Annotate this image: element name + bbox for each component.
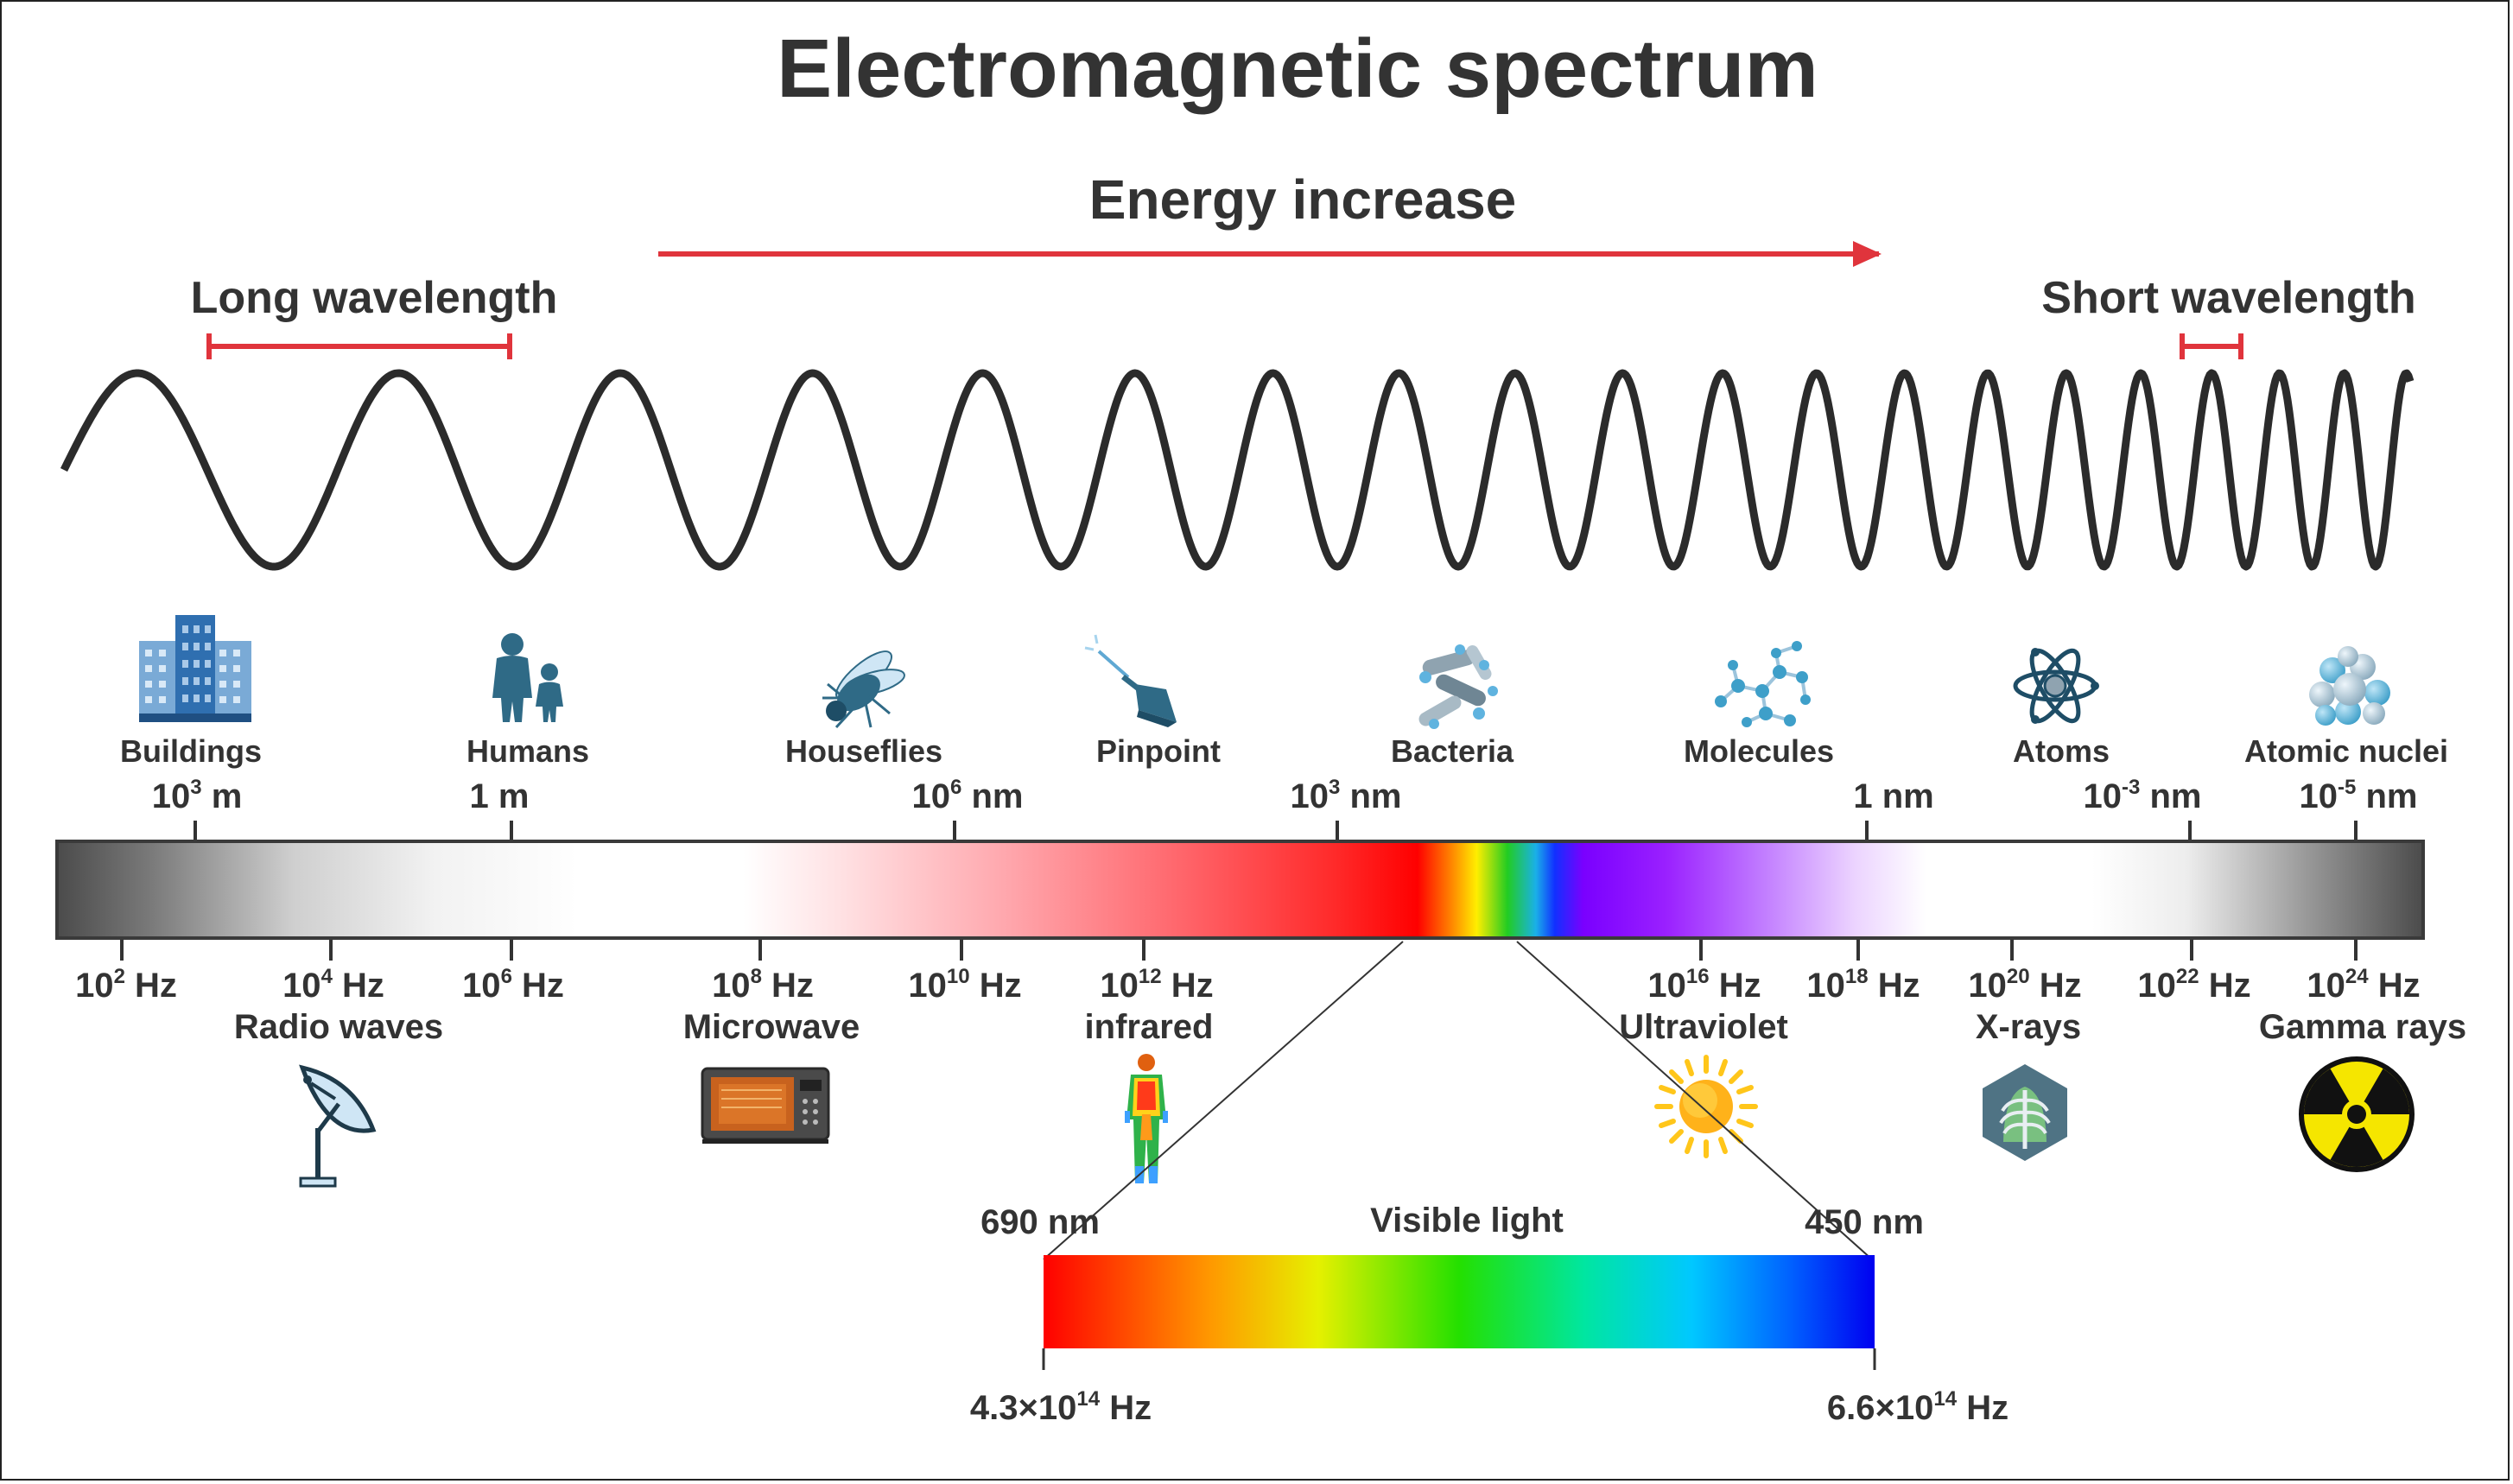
visible-right-wavelength: 450 nm xyxy=(1805,1203,1924,1241)
visible-spectrum-bar xyxy=(1044,1255,1875,1348)
band-label-gamma: Gamma rays xyxy=(2259,1008,2466,1046)
molecule-icon xyxy=(1715,641,1811,727)
page-title: Electromagnetic spectrum xyxy=(777,22,1818,115)
wavelength-label: 103 nm xyxy=(1291,776,1402,815)
frequency-label: 106 Hz xyxy=(462,965,564,1005)
long-wavelength-label: Long wavelength xyxy=(191,273,558,323)
satellite-dish-icon xyxy=(299,1064,377,1188)
zoom-line-left xyxy=(1043,941,1404,1260)
band-label-microwave: Microwave xyxy=(683,1008,860,1046)
humans-icon xyxy=(492,633,563,722)
band-label-radio: Radio waves xyxy=(234,1008,443,1046)
nucleus-icon xyxy=(2309,646,2390,726)
visible-left-frequency: 4.3×1014 Hz xyxy=(970,1387,1152,1427)
band-label-ultraviolet: Ultraviolet xyxy=(1619,1008,1788,1046)
wavelength-label: 1 nm xyxy=(1853,777,1933,815)
zoom-line-right xyxy=(1516,941,1873,1260)
frequency-label: 1012 Hz xyxy=(1100,965,1213,1005)
wavelength-ticks xyxy=(194,821,2358,841)
buildings-icon xyxy=(139,615,251,722)
bacteria-icon xyxy=(1418,644,1498,729)
wavelength-label: 10-3 nm xyxy=(2084,776,2202,815)
frequency-label: 1022 Hz xyxy=(2137,965,2250,1005)
visible-left-wavelength: 690 nm xyxy=(980,1203,1100,1241)
xray-chest-icon xyxy=(1983,1064,2067,1161)
frequency-label: 1018 Hz xyxy=(1806,965,1920,1005)
frequency-ticks xyxy=(120,940,2358,961)
short-wavelength-bracket xyxy=(2180,333,2243,359)
short-wavelength-label: Short wavelength xyxy=(2041,273,2415,323)
pinpoint-icon xyxy=(1084,634,1177,727)
frequency-label: 1010 Hz xyxy=(908,965,1021,1005)
frequency-label: 108 Hz xyxy=(712,965,814,1005)
frequency-label: 1016 Hz xyxy=(1647,965,1761,1005)
microwave-icon xyxy=(701,1067,830,1144)
frequency-label: 1024 Hz xyxy=(2307,965,2420,1005)
atom-icon xyxy=(2013,648,2099,724)
visible-light-title: Visible light xyxy=(1370,1202,1564,1240)
scale-label-buildings: Buildings xyxy=(120,733,262,769)
scale-label-molecules: Molecules xyxy=(1684,733,1834,769)
scale-label-atoms: Atoms xyxy=(2013,733,2110,769)
scale-label-bacteria: Bacteria xyxy=(1391,733,1514,769)
energy-arrow-head xyxy=(1853,241,1882,267)
long-wavelength-bracket xyxy=(206,333,512,359)
scale-label-pinpoint: Pinpoint xyxy=(1096,733,1221,769)
band-label-xrays: X-rays xyxy=(1976,1008,2081,1046)
sun-icon xyxy=(1654,1055,1758,1158)
wavelength-label: 1 m xyxy=(470,777,530,815)
scale-label-atomic-nuclei: Atomic nuclei xyxy=(2244,733,2448,769)
frequency-label: 1020 Hz xyxy=(1968,965,2081,1005)
frequency-label: 102 Hz xyxy=(75,965,177,1005)
energy-increase-label: Energy increase xyxy=(1089,168,1517,231)
wavelength-label: 103 m xyxy=(152,776,243,815)
wavelength-label: 10-5 nm xyxy=(2300,776,2418,815)
wave-curve xyxy=(60,369,2415,571)
frequency-label: 104 Hz xyxy=(282,965,384,1005)
scale-label-humans: Humans xyxy=(466,733,589,769)
spectrum-bar xyxy=(55,840,2425,940)
radiation-icon xyxy=(2299,1056,2415,1172)
thermal-body-icon xyxy=(1125,1054,1168,1183)
band-label-infrared: infrared xyxy=(1085,1008,1214,1046)
wavelength-label: 106 nm xyxy=(912,776,1024,815)
visible-right-frequency: 6.6×1014 Hz xyxy=(1827,1387,2008,1427)
scale-label-houseflies: Houseflies xyxy=(785,733,942,769)
housefly-icon xyxy=(822,650,905,729)
